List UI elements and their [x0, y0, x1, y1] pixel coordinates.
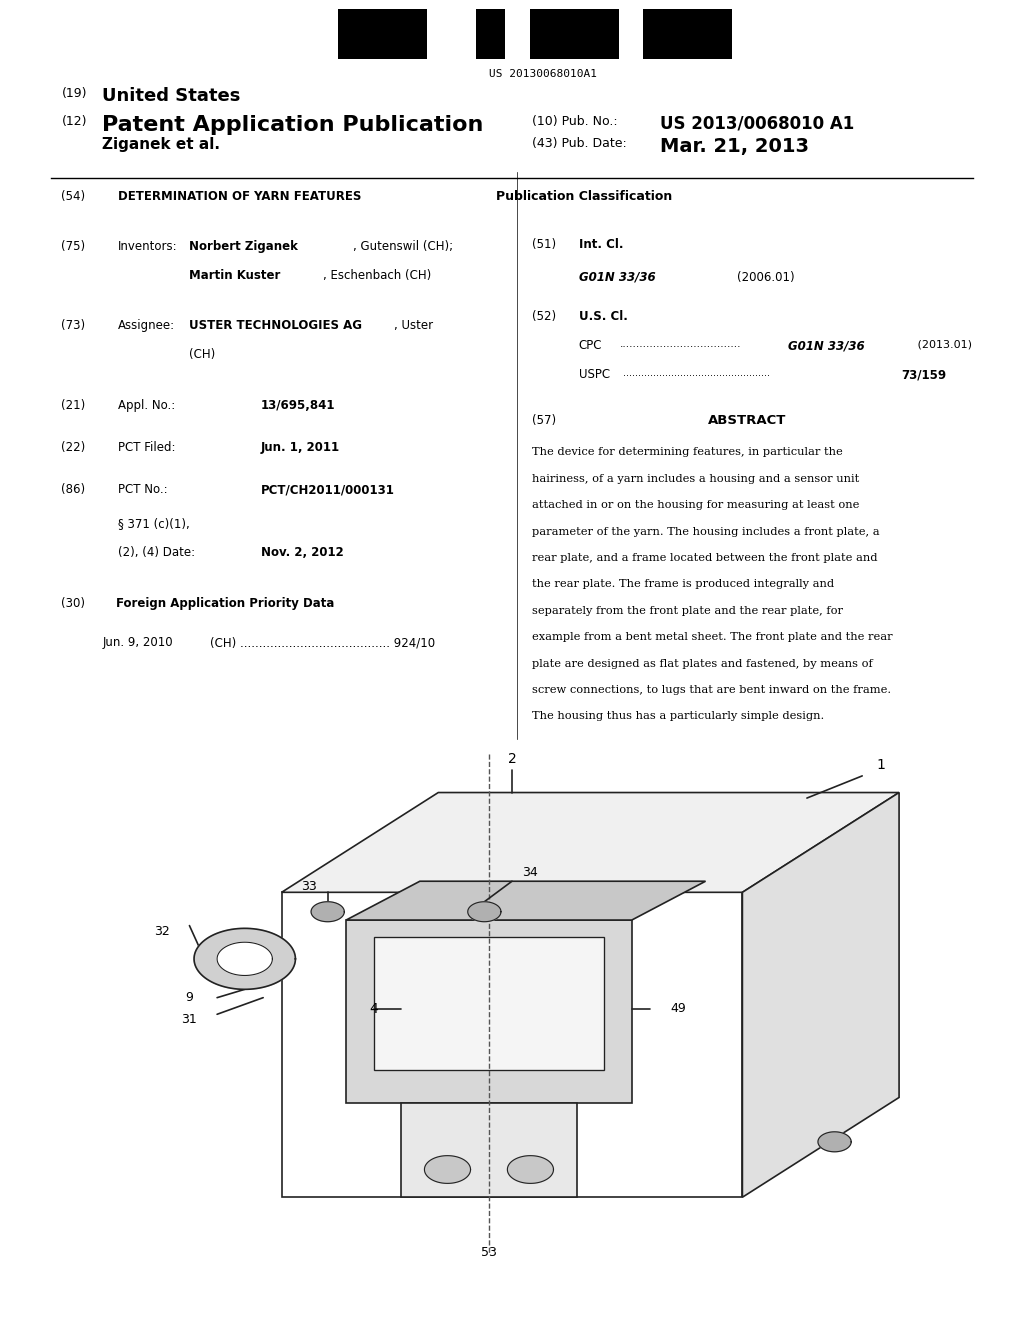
Polygon shape — [425, 1156, 471, 1183]
Polygon shape — [818, 1131, 851, 1152]
Text: plate are designed as flat plates and fastened, by means of: plate are designed as flat plates and fa… — [532, 659, 873, 669]
Text: CPC: CPC — [579, 339, 602, 352]
Text: US 20130068010A1: US 20130068010A1 — [488, 69, 597, 79]
Text: 73/159: 73/159 — [901, 368, 946, 381]
Text: Ziganek et al.: Ziganek et al. — [102, 137, 220, 152]
Text: Int. Cl.: Int. Cl. — [579, 238, 623, 251]
Text: (57): (57) — [532, 414, 557, 428]
Polygon shape — [468, 902, 501, 921]
Text: 32: 32 — [154, 924, 170, 937]
Text: USTER TECHNOLOGIES AG: USTER TECHNOLOGIES AG — [189, 319, 362, 333]
Text: (43) Pub. Date:: (43) Pub. Date: — [532, 137, 628, 150]
Polygon shape — [346, 882, 706, 920]
Text: hairiness, of a yarn includes a housing and a sensor unit: hairiness, of a yarn includes a housing … — [532, 474, 860, 484]
Bar — [530, 9, 618, 59]
Text: (54): (54) — [61, 190, 86, 203]
Text: (75): (75) — [61, 240, 86, 253]
Text: (30): (30) — [61, 597, 85, 610]
Text: 9: 9 — [185, 991, 194, 1005]
Text: separately from the front plate and the rear plate, for: separately from the front plate and the … — [532, 606, 844, 616]
Polygon shape — [401, 1104, 577, 1197]
Polygon shape — [311, 902, 344, 921]
Text: US 2013/0068010 A1: US 2013/0068010 A1 — [660, 115, 855, 133]
Text: Martin Kuster: Martin Kuster — [189, 269, 281, 282]
Text: Foreign Application Priority Data: Foreign Application Priority Data — [116, 597, 335, 610]
Text: 53: 53 — [481, 1246, 497, 1259]
Text: 13/695,841: 13/695,841 — [261, 399, 336, 412]
Polygon shape — [282, 792, 899, 892]
Text: PCT/CH2011/000131: PCT/CH2011/000131 — [261, 483, 395, 496]
Text: United States: United States — [102, 87, 241, 106]
Text: 34: 34 — [522, 866, 539, 879]
Text: The housing thus has a particularly simple design.: The housing thus has a particularly simp… — [532, 711, 824, 722]
Text: (22): (22) — [61, 441, 86, 454]
Text: , Uster: , Uster — [394, 319, 433, 333]
Text: (21): (21) — [61, 399, 86, 412]
Text: (52): (52) — [532, 310, 557, 323]
Text: Publication Classification: Publication Classification — [496, 190, 672, 203]
Text: Nov. 2, 2012: Nov. 2, 2012 — [261, 546, 344, 560]
Polygon shape — [282, 892, 742, 1197]
Text: USPC: USPC — [579, 368, 609, 381]
Text: screw connections, to lugs that are bent inward on the frame.: screw connections, to lugs that are bent… — [532, 685, 892, 696]
Polygon shape — [195, 928, 296, 989]
Text: parameter of the yarn. The housing includes a front plate, a: parameter of the yarn. The housing inclu… — [532, 527, 880, 537]
Text: (CH): (CH) — [189, 348, 216, 362]
Text: , Eschenbach (CH): , Eschenbach (CH) — [323, 269, 431, 282]
Text: (19): (19) — [61, 87, 87, 100]
Text: (86): (86) — [61, 483, 86, 496]
Text: 31: 31 — [181, 1014, 198, 1027]
Bar — [476, 9, 505, 59]
Text: ABSTRACT: ABSTRACT — [709, 414, 786, 428]
Text: DETERMINATION OF YARN FEATURES: DETERMINATION OF YARN FEATURES — [118, 190, 361, 203]
Text: Norbert Ziganek: Norbert Ziganek — [189, 240, 298, 253]
Text: The device for determining features, in particular the: The device for determining features, in … — [532, 447, 843, 458]
Text: G01N 33/36: G01N 33/36 — [788, 339, 865, 352]
Text: Appl. No.:: Appl. No.: — [118, 399, 175, 412]
Polygon shape — [346, 920, 632, 1104]
Bar — [643, 9, 732, 59]
Text: , Gutenswil (CH);: , Gutenswil (CH); — [353, 240, 454, 253]
Text: rear plate, and a frame located between the front plate and: rear plate, and a frame located between … — [532, 553, 878, 564]
Text: (2), (4) Date:: (2), (4) Date: — [118, 546, 195, 560]
Text: 4: 4 — [370, 1002, 378, 1016]
Text: the rear plate. The frame is produced integrally and: the rear plate. The frame is produced in… — [532, 579, 835, 590]
Text: (73): (73) — [61, 319, 86, 333]
Text: § 371 (c)(1),: § 371 (c)(1), — [118, 517, 189, 531]
Text: example from a bent metal sheet. The front plate and the rear: example from a bent metal sheet. The fro… — [532, 632, 893, 643]
Polygon shape — [374, 937, 604, 1069]
Text: Mar. 21, 2013: Mar. 21, 2013 — [660, 137, 810, 156]
Text: 49: 49 — [670, 1002, 686, 1015]
Text: (51): (51) — [532, 238, 557, 251]
Text: attached in or on the housing for measuring at least one: attached in or on the housing for measur… — [532, 500, 860, 511]
Text: PCT Filed:: PCT Filed: — [118, 441, 175, 454]
Polygon shape — [217, 942, 272, 975]
Text: 1: 1 — [877, 758, 885, 772]
Text: (2013.01): (2013.01) — [914, 339, 973, 350]
Text: Inventors:: Inventors: — [118, 240, 177, 253]
Text: (CH) ........................................ 924/10: (CH) ...................................… — [210, 636, 435, 649]
Polygon shape — [742, 792, 899, 1197]
Text: ....................................: .................................... — [620, 339, 741, 350]
Text: (12): (12) — [61, 115, 87, 128]
Text: PCT No.:: PCT No.: — [118, 483, 167, 496]
Text: 33: 33 — [301, 880, 317, 894]
Text: .................................................: ........................................… — [623, 368, 770, 379]
Text: (2006.01): (2006.01) — [737, 271, 795, 284]
Text: Assignee:: Assignee: — [118, 319, 175, 333]
Bar — [338, 9, 427, 59]
Text: 2: 2 — [508, 752, 516, 767]
Text: G01N 33/36: G01N 33/36 — [579, 271, 655, 284]
Polygon shape — [508, 1156, 554, 1183]
Text: Jun. 1, 2011: Jun. 1, 2011 — [261, 441, 340, 454]
Text: U.S. Cl.: U.S. Cl. — [579, 310, 628, 323]
Text: Jun. 9, 2010: Jun. 9, 2010 — [102, 636, 173, 649]
Text: Patent Application Publication: Patent Application Publication — [102, 115, 483, 135]
Text: (10) Pub. No.:: (10) Pub. No.: — [532, 115, 618, 128]
